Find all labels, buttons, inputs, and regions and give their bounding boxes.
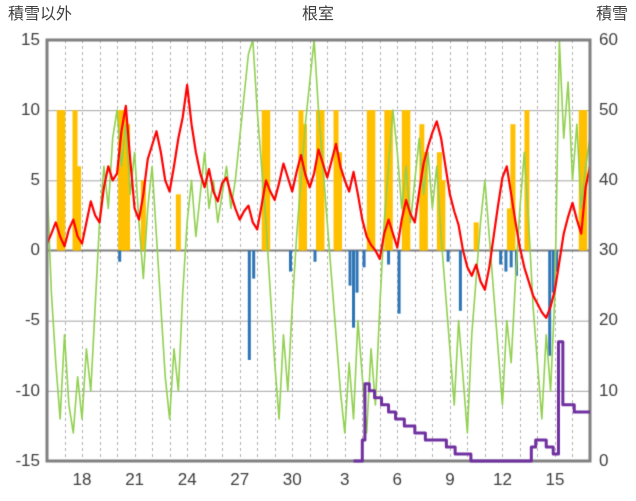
chart-title: 根室 [301, 6, 334, 23]
left-axis-title: 積雪以外 [8, 6, 73, 23]
right-axis-title: 積雪 [595, 6, 628, 23]
